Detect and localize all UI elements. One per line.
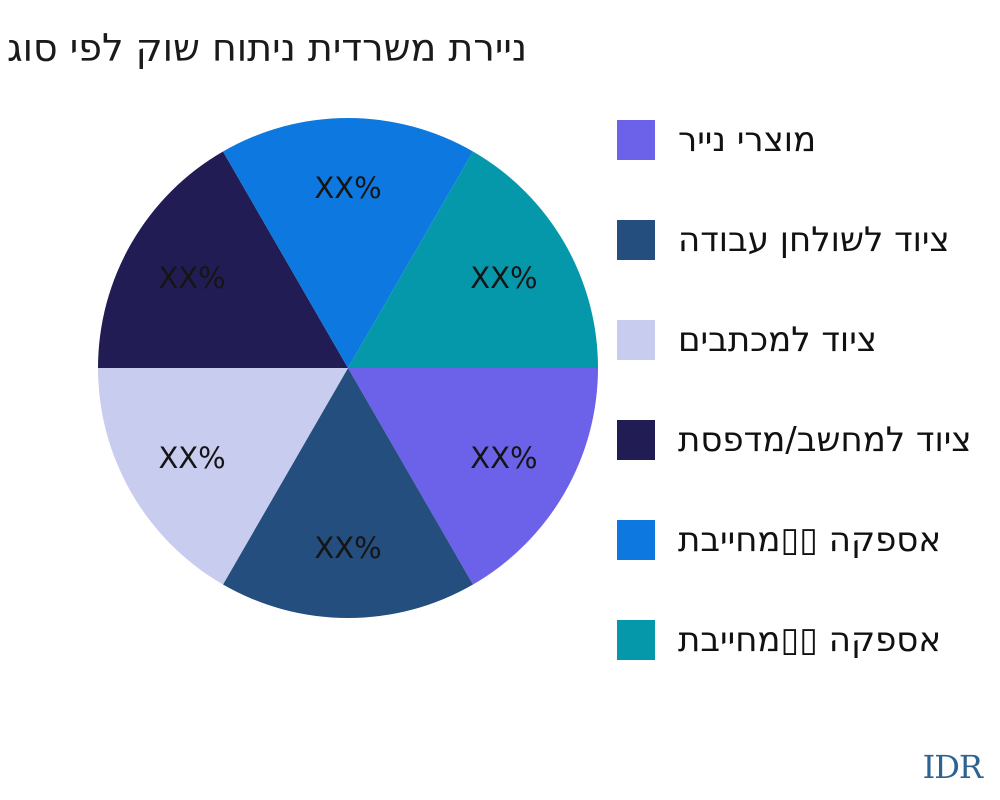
pie-slice-label-2: XX% (158, 441, 225, 475)
legend-item-3: ציוד למחשב/מדפסת (617, 390, 972, 490)
legend-label-5: אספקה ▯▯מחייבת (678, 620, 942, 660)
legend-item-5: אספקה ▯▯מחייבת (617, 590, 972, 690)
legend-item-4: אספקה ▯▯מחייבת (617, 490, 972, 590)
watermark-idr: IDR (922, 748, 983, 786)
pie-slice-0 (348, 368, 598, 585)
pie-slice-2 (98, 368, 348, 585)
legend-label-1: ציוד לשולחן עבודה (678, 220, 950, 260)
legend-item-1: ציוד לשולחן עבודה (617, 190, 972, 290)
legend-label-4: אספקה ▯▯מחייבת (678, 520, 942, 560)
legend-label-3: ציוד למחשב/מדפסת (678, 420, 972, 460)
legend-swatch-3 (617, 420, 655, 460)
pie-slice-label-3: XX% (158, 261, 225, 295)
pie-slice-label-0: XX% (470, 441, 537, 475)
pie-slice-label-4: XX% (314, 171, 381, 205)
pie-slice-5 (348, 151, 598, 368)
pie-slice-1 (223, 368, 473, 618)
legend-label-0: מוצרי נייר (678, 120, 817, 160)
pie-slice-3 (98, 151, 348, 368)
legend-item-0: מוצרי נייר (617, 90, 972, 190)
legend-swatch-4 (617, 520, 655, 560)
legend: מוצרי נייר ציוד לשולחן עבודה ציוד למכתבים צ… (617, 90, 972, 690)
legend-swatch-2 (617, 320, 655, 360)
legend-swatch-0 (617, 120, 655, 160)
pie-slice-4 (223, 118, 473, 368)
legend-label-2: ציוד למכתבים (678, 320, 877, 360)
pie-slice-label-1: XX% (314, 531, 381, 565)
chart-title: ניירת משרדית ניתוח שוק לפי סוג (7, 26, 528, 70)
pie-slice-label-5: XX% (470, 261, 537, 295)
legend-item-2: ציוד למכתבים (617, 290, 972, 390)
legend-swatch-5 (617, 620, 655, 660)
legend-swatch-1 (617, 220, 655, 260)
